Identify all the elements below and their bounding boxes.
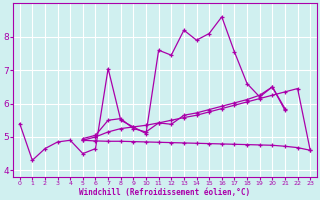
- X-axis label: Windchill (Refroidissement éolien,°C): Windchill (Refroidissement éolien,°C): [79, 188, 251, 197]
